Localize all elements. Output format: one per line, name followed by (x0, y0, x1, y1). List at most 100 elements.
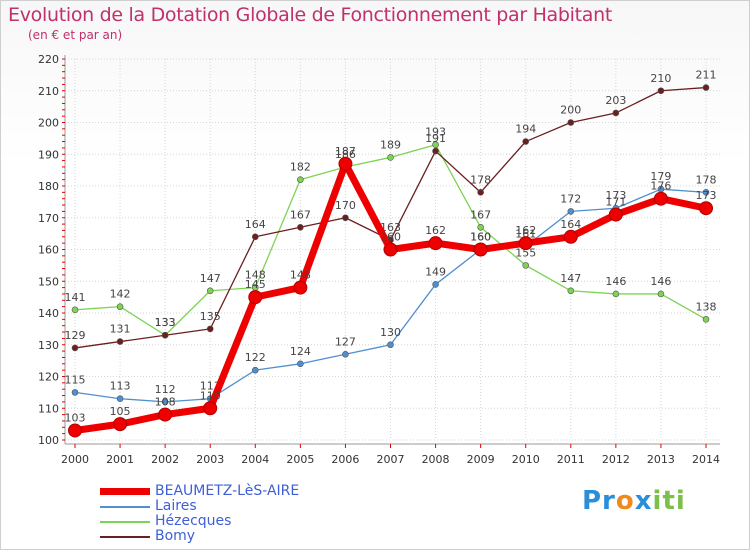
data-point (113, 417, 128, 432)
data-label: 173 (605, 189, 626, 202)
data-point (342, 214, 349, 222)
data-point (71, 344, 79, 352)
data-point (71, 389, 79, 396)
data-label: 210 (650, 72, 671, 85)
x-tick-label: 2008 (422, 453, 450, 466)
data-point (653, 191, 668, 206)
data-label: 178 (470, 173, 491, 186)
data-point (608, 207, 623, 222)
data-label: 133 (155, 316, 176, 329)
y-tick-label: 190 (38, 148, 59, 161)
data-label: 160 (470, 231, 491, 244)
data-label: 191 (425, 132, 446, 145)
data-label: 129 (65, 329, 86, 342)
data-label: 127 (335, 335, 356, 348)
legend-item: Laires (100, 499, 299, 514)
data-point (699, 201, 713, 216)
data-point (206, 287, 214, 295)
x-tick-label: 2007 (377, 453, 405, 466)
data-label: 172 (560, 192, 581, 205)
data-label: 182 (290, 161, 311, 174)
data-point (657, 87, 665, 95)
data-point (428, 236, 443, 251)
data-point (248, 290, 263, 305)
data-point (383, 242, 398, 257)
data-label: 186 (335, 148, 356, 161)
data-label: 103 (65, 411, 86, 424)
data-label: 211 (696, 69, 717, 82)
data-point (702, 189, 710, 196)
data-label: 149 (425, 265, 446, 278)
data-label: 110 (200, 389, 221, 402)
y-tick-label: 140 (38, 307, 59, 320)
legend-label: Hézecques (155, 513, 232, 529)
data-label: 161 (515, 227, 536, 240)
data-label: 189 (380, 138, 401, 151)
data-point (116, 303, 124, 310)
data-point (297, 223, 304, 231)
data-label: 163 (380, 221, 401, 234)
data-label: 173 (696, 189, 717, 202)
x-tick-label: 2000 (61, 453, 89, 466)
y-tick-label: 100 (38, 434, 59, 447)
data-point (297, 360, 304, 368)
y-tick-label: 120 (38, 371, 59, 384)
data-label: 142 (110, 288, 131, 301)
data-label: 162 (425, 224, 446, 237)
y-tick-label: 150 (38, 275, 59, 288)
data-label: 148 (245, 269, 266, 282)
data-point (71, 306, 79, 314)
data-point (657, 290, 665, 298)
data-label: 160 (470, 231, 491, 244)
data-label: 135 (200, 310, 221, 323)
data-label: 178 (696, 173, 717, 186)
data-label: 193 (425, 126, 446, 139)
data-point (473, 242, 488, 257)
x-tick-label: 2012 (602, 453, 630, 466)
data-point (387, 341, 394, 349)
data-point (116, 395, 124, 403)
data-label: 131 (110, 323, 131, 336)
data-point (567, 287, 575, 295)
x-tick-label: 2013 (647, 453, 675, 466)
data-point (158, 407, 173, 422)
data-point (518, 236, 533, 251)
data-label: 146 (605, 275, 626, 288)
data-label: 115 (65, 373, 86, 386)
data-point (293, 280, 308, 295)
chart-subtitle: (en € et par an) (28, 28, 123, 42)
data-point (203, 401, 218, 416)
y-tick-label: 210 (38, 85, 59, 98)
data-label: 147 (200, 272, 221, 285)
data-point (563, 229, 578, 244)
data-point (338, 156, 353, 171)
data-point (567, 119, 575, 126)
data-point (432, 281, 439, 288)
data-label: 138 (696, 300, 717, 313)
x-tick-label: 2005 (286, 453, 314, 466)
data-label: 200 (560, 104, 581, 117)
data-point (68, 423, 82, 438)
data-label: 164 (560, 218, 581, 231)
legend-swatch (100, 488, 150, 495)
data-point (206, 325, 214, 333)
data-label: 160 (380, 231, 401, 244)
data-label: 164 (245, 218, 266, 231)
x-tick-label: 2001 (106, 453, 134, 466)
data-point (567, 208, 575, 215)
legend-label: Laires (155, 498, 197, 514)
legend-swatch (100, 520, 150, 523)
data-label: 112 (155, 383, 176, 396)
data-label: 176 (650, 180, 671, 193)
data-label: 203 (605, 94, 626, 107)
data-label: 146 (650, 275, 671, 288)
proxiti-logo: Proxiti (582, 486, 686, 516)
data-label: 141 (65, 291, 86, 304)
x-tick-label: 2004 (241, 453, 269, 466)
data-point (522, 262, 530, 269)
data-label: 108 (155, 396, 176, 409)
data-label: 105 (110, 405, 131, 418)
data-point (342, 350, 349, 358)
